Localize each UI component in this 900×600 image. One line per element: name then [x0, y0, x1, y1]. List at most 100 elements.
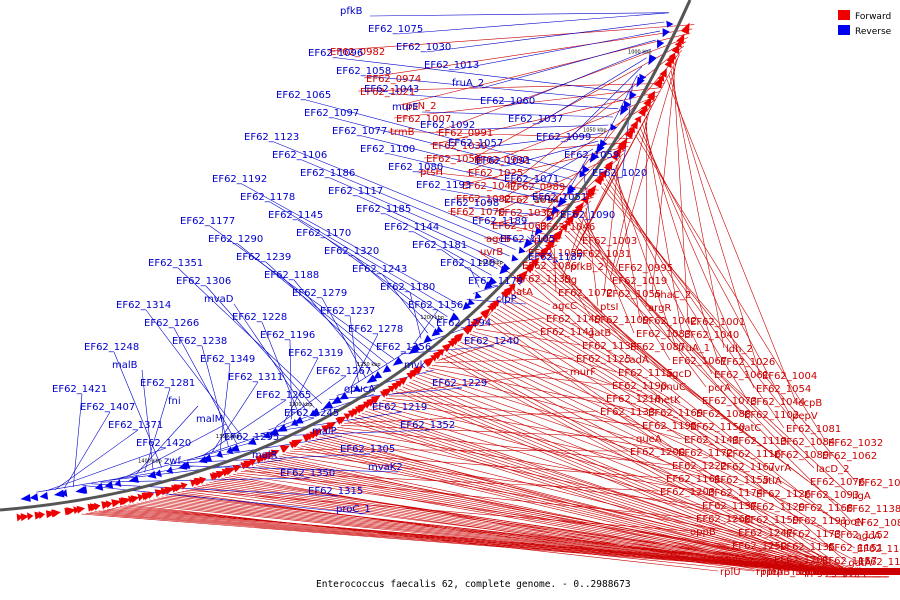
gene-label-metk: metK: [654, 395, 681, 406]
gene-label-proc-1: proC_1: [336, 504, 371, 515]
forward-gene-arrow: [312, 429, 324, 438]
forward-label-connector: [609, 111, 650, 281]
reverse-label-connector: [449, 124, 609, 131]
reverse-label-connector: [501, 222, 539, 227]
forward-gene-arrow: [371, 395, 381, 404]
reverse-gene-arrow: [518, 246, 526, 254]
gene-label-ef62-1072: EF62_1072: [558, 288, 613, 299]
scale-tick-label: 1150 kbp: [479, 260, 503, 266]
forward-label-connector: [457, 344, 797, 508]
gene-label-ef62-1076: EF62_1076: [810, 477, 865, 488]
reverse-label-connector: [135, 405, 199, 475]
gene-label-ef62-1196: EF62_1196: [260, 330, 315, 341]
gene-label-ef62-1102: EF62_1102: [744, 410, 799, 421]
gene-label-clpp: clpP: [496, 294, 517, 305]
forward-label-connector: [354, 417, 837, 572]
reverse-label-connector: [269, 201, 455, 312]
reverse-label-connector: [393, 93, 619, 110]
gene-label-agcc: agcC: [552, 301, 577, 312]
gene-label-ef62-1093: EF62_1093: [804, 490, 859, 501]
forward-label-connector: [514, 291, 587, 333]
forward-label-connector: [447, 210, 563, 239]
forward-label-connector: [282, 454, 737, 533]
gene-label-ef62-1159: EF62_1159: [744, 515, 799, 526]
forward-label-connector: [395, 391, 829, 572]
forward-label-connector: [553, 247, 557, 293]
gene-label-oata: oatA: [510, 287, 533, 298]
reverse-gene-arrow: [128, 475, 139, 483]
gene-label-nrdr: nrdR: [814, 567, 838, 578]
reverse-gene-arrow: [229, 444, 240, 452]
forward-gene-arrow: [647, 90, 655, 100]
gene-label-ef62-1145: EF62_1145: [268, 210, 323, 221]
scale-ticks: 1000 kbp 1050 kbp 1100 kbp 1150 kbp 1200 kbp…: [138, 50, 651, 465]
gene-label-ef62-1019: EF62_1019: [612, 276, 667, 287]
reverse-gene-arrow: [649, 54, 657, 62]
forward-label-connector: [543, 50, 683, 214]
forward-label-connector: [372, 406, 785, 534]
gene-label-ef62-1073: EF62_1073: [702, 396, 757, 407]
gene-label-agcd: agcD: [666, 369, 692, 380]
forward-label-connector: [308, 441, 839, 572]
gene-label-ef62-1052: EF62_1052: [528, 248, 583, 259]
scale-tick-label: 1050 kbp: [583, 128, 607, 134]
gene-label-ef62-1150: EF62_1150: [690, 422, 745, 433]
forward-label-connector: [603, 182, 821, 456]
forward-gene-arrow: [580, 193, 590, 205]
reverse-label-connector: [54, 429, 139, 490]
legend-reverse-swatch: [838, 25, 850, 35]
gene-label-ef62-1049: EF62_1049: [858, 478, 900, 489]
reverse-label-connector: [118, 441, 255, 479]
gene-label-ef62-1200: EF62_1200: [630, 447, 685, 458]
gene-label-pfkb: pfkB: [340, 6, 363, 17]
reverse-gene-arrow: [657, 39, 665, 49]
gene-label-ef62-1229: EF62_1229: [432, 378, 487, 389]
scale-tick-label: 1300 kbp: [289, 402, 313, 408]
forward-gene-arrow: [503, 285, 514, 296]
scale-tick-label: 1000 kbp: [628, 50, 652, 56]
gene-label-ef62-1265: EF62_1265: [256, 390, 311, 401]
forward-label-connector: [483, 237, 560, 242]
gene-label-ef62-1308: EF62_1308: [828, 567, 883, 578]
gene-label-acps: acpS: [839, 567, 863, 578]
forward-label-connector: [561, 204, 589, 280]
forward-label-connector: [548, 254, 629, 347]
forward-label-connector: [472, 331, 617, 373]
forward-label-connector: [469, 333, 653, 400]
forward-label-connector: [293, 448, 629, 452]
gene-label-ef62-1315: EF62_1315: [308, 486, 363, 497]
reverse-gene-arrow: [94, 482, 104, 491]
reverse-gene-arrow: [216, 450, 224, 458]
forward-label-connector: [405, 384, 851, 572]
forward-label-connector: [651, 62, 676, 295]
gene-label-ef62-1225: EF62_1225: [841, 567, 896, 578]
reverse-gene-arrow: [276, 424, 288, 432]
gene-label-ef62-1350: EF62_1350: [280, 468, 335, 479]
forward-label-connector: [460, 341, 761, 481]
gene-label-ef62-1183: EF62_1183: [810, 567, 865, 578]
gene-label-yajc: yajC: [842, 567, 864, 578]
gene-label-ef62-1204: EF62_1204: [850, 567, 900, 578]
gene-label-ef62-1176: EF62_1176: [804, 567, 859, 578]
forward-label-connector: [603, 161, 619, 294]
gene-label-pola: polA: [826, 567, 848, 578]
gene-label-ef62-1129: EF62_1129: [750, 502, 805, 513]
gene-label-rplu: rplU: [720, 567, 741, 578]
forward-label-connector: [256, 465, 833, 572]
reverse-gene-arrow: [226, 446, 234, 454]
map-caption: Enterococcus faecalis 62, complete genom…: [316, 579, 631, 590]
gene-label-ptsh: ptsH: [420, 167, 443, 178]
reverse-gene-arrow: [366, 374, 378, 384]
forward-label-connector: [102, 509, 843, 572]
forward-gene-arrow: [199, 476, 207, 485]
gene-label-pepv: pepV: [792, 411, 818, 422]
gene-label-ef62-1301: EF62_1301: [844, 567, 899, 578]
gene-label-ef62-1116: EF62_1116: [726, 449, 781, 460]
forward-label-connector: [513, 277, 521, 286]
gene-label-liga: ligA: [852, 491, 871, 502]
forward-gene-labels: EF62_0982 EF62_0974 rpsN_2 EF62_0991 EF62_09…: [330, 47, 900, 578]
forward-gene-arrow: [382, 387, 393, 397]
forward-label-connector: [304, 443, 831, 572]
forward-gene-arrow: [38, 511, 45, 519]
forward-label-connector: [385, 397, 641, 426]
